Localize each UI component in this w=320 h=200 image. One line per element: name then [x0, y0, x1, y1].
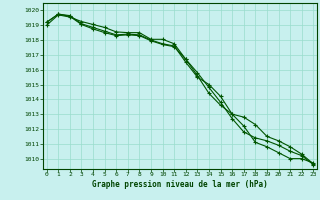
X-axis label: Graphe pression niveau de la mer (hPa): Graphe pression niveau de la mer (hPa) [92, 180, 268, 189]
